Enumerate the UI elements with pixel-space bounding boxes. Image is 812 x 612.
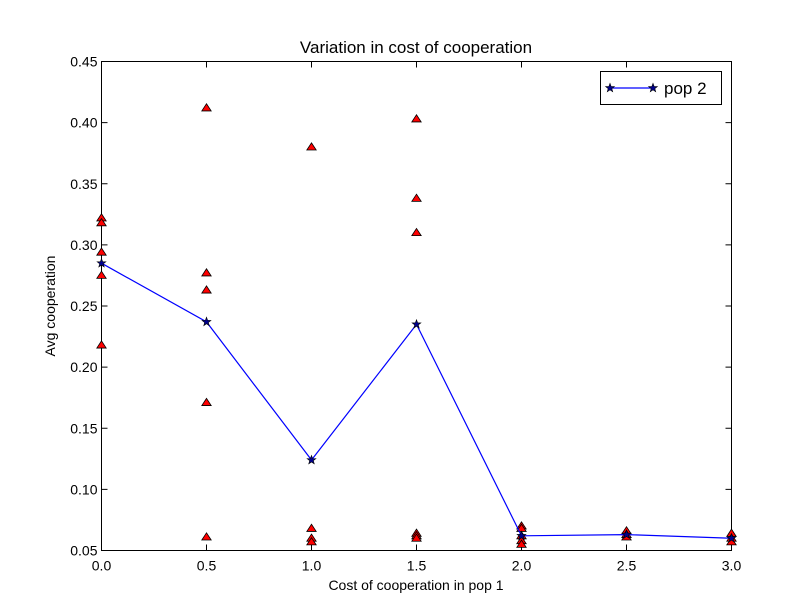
legend-marker	[647, 82, 659, 93]
legend-marker	[604, 82, 616, 93]
line-point	[201, 316, 212, 327]
x-tick-label: 0.0	[92, 558, 112, 574]
scatter-point	[201, 268, 212, 277]
scatter-point	[516, 539, 527, 548]
plot-area	[101, 61, 732, 551]
x-tick-label: 2.5	[617, 558, 637, 574]
x-tick-label: 1.5	[407, 558, 427, 574]
scatter-point	[306, 523, 317, 532]
scatter-point	[411, 193, 422, 202]
y-tick-label: 0.10	[70, 481, 97, 497]
y-tick-label: 0.30	[70, 237, 97, 253]
y-tick-label: 0.45	[70, 54, 97, 70]
scatter-point	[96, 247, 107, 256]
y-tick-label: 0.20	[70, 359, 97, 375]
y-axis-label: Avg cooperation	[42, 256, 58, 357]
scatter-point	[411, 113, 422, 123]
line-point	[726, 532, 737, 543]
line-point	[96, 257, 107, 268]
x-tick-label: 2.0	[512, 558, 532, 574]
y-tick-label: 0.35	[70, 176, 97, 192]
series-layer	[96, 102, 737, 548]
line-point	[516, 530, 527, 541]
x-tick-label: 0.5	[197, 558, 217, 574]
scatter-point	[96, 270, 107, 279]
line-point	[411, 318, 422, 329]
legend: pop 2	[600, 71, 722, 105]
y-tick-label: 0.15	[70, 420, 97, 436]
chart-title: Variation in cost of cooperation	[300, 38, 532, 57]
scatter-point	[96, 340, 107, 349]
scatter-point	[411, 227, 422, 237]
y-axis: 0.05 0.10 0.15 0.20 0.25 0.30 0.35 0.40 0.45	[70, 54, 732, 559]
x-axis-label: Cost of cooperation in pop 1	[328, 577, 503, 593]
line-point	[306, 454, 317, 465]
scatter-point	[201, 285, 212, 294]
legend-label-pop-2: pop 2	[664, 79, 707, 98]
y-tick-label: 0.25	[70, 298, 97, 314]
scatter-point	[306, 142, 317, 151]
x-tick-label: 1.0	[302, 558, 322, 574]
y-tick-label: 0.40	[70, 115, 97, 131]
scatter-point	[411, 533, 422, 542]
scatter-point	[306, 536, 317, 546]
x-tick-label: 3.0	[722, 558, 742, 574]
scatter-point	[201, 102, 212, 112]
scatter-point	[201, 532, 212, 541]
x-axis: 0.0 0.5 1.0 1.5 2.0 2.5 3.0	[92, 61, 742, 574]
scatter-point	[96, 217, 107, 227]
line-point	[621, 529, 632, 540]
scatter-point	[201, 397, 212, 406]
legend-marker-group	[604, 82, 659, 93]
y-tick-label: 0.05	[70, 543, 97, 559]
